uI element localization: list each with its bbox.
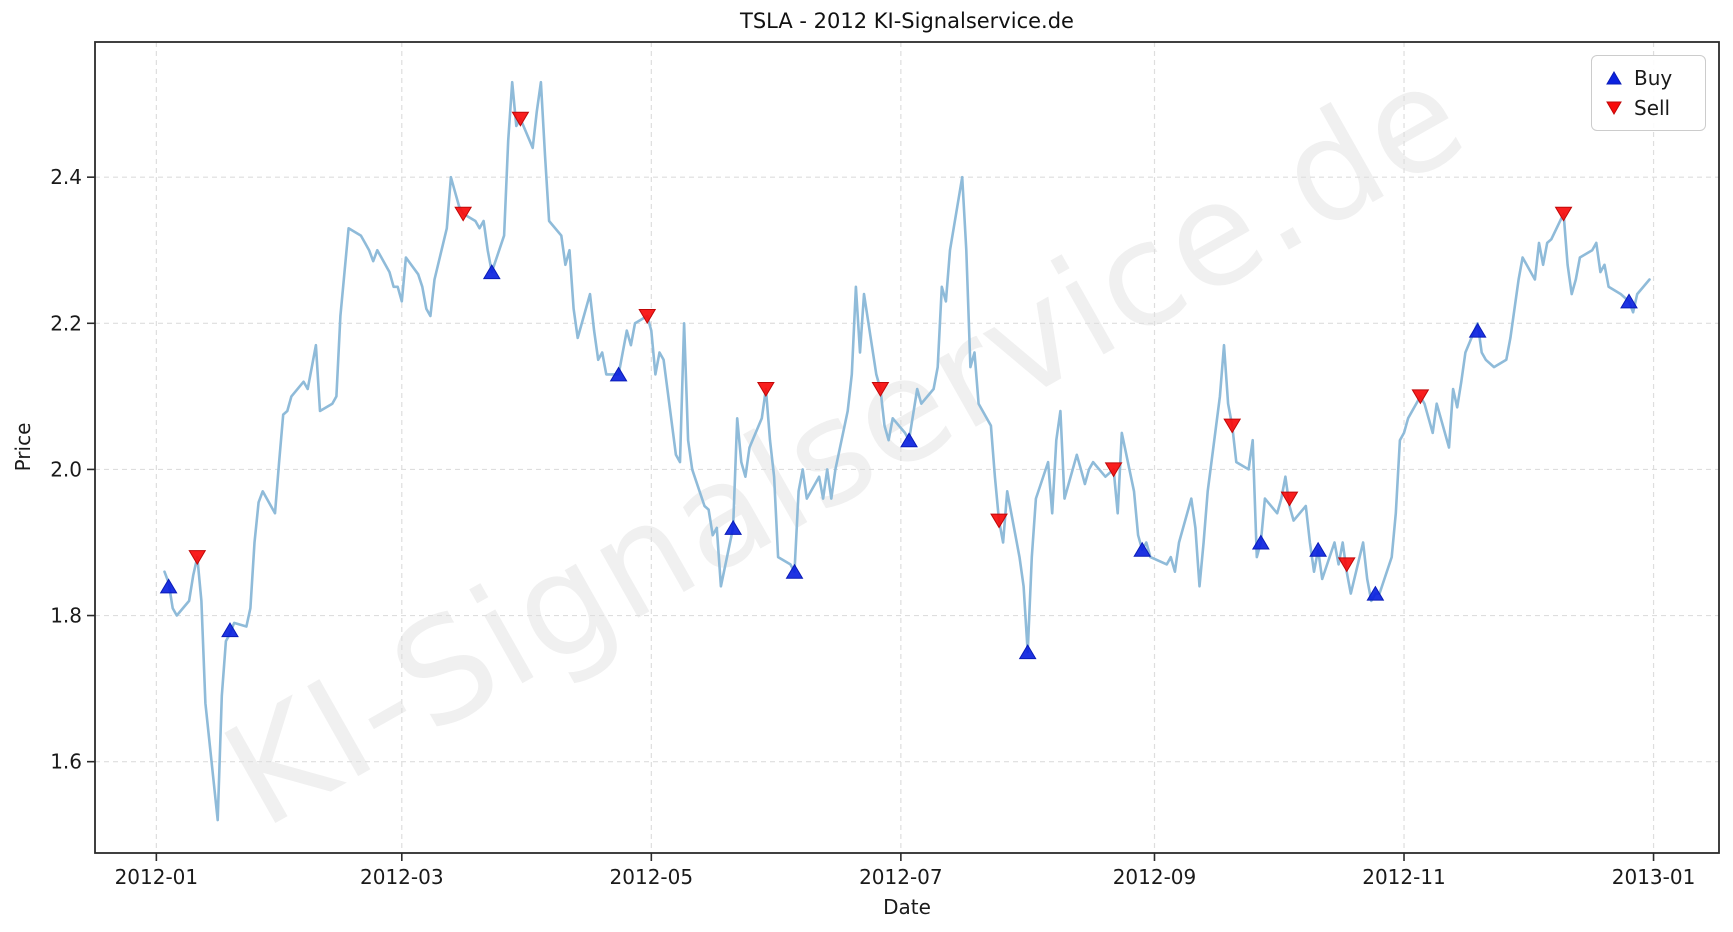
- buy-marker: [1366, 585, 1385, 601]
- y-tick-label: 2.4: [50, 165, 82, 189]
- buy-marker: [1309, 541, 1327, 557]
- y-tick-label: 1.8: [50, 604, 82, 628]
- y-axis-label: Price: [11, 422, 35, 472]
- x-tick-label: 2012-07: [859, 865, 943, 889]
- buy-marker-icon: [1606, 71, 1622, 85]
- sell-marker: [871, 382, 890, 398]
- x-tick-label: 2012-03: [360, 865, 444, 889]
- chart-title: TSLA - 2012 KI-Signalservice.de: [740, 9, 1074, 33]
- x-tick-label: 2012-11: [1362, 865, 1446, 889]
- y-tick-label: 1.6: [50, 750, 82, 774]
- x-tick-label: 2012-05: [610, 865, 694, 889]
- buy-marker: [609, 366, 628, 382]
- x-tick-label: 2013-01: [1612, 865, 1696, 889]
- x-tick-label: 2012-09: [1113, 865, 1197, 889]
- buy-marker: [1251, 534, 1270, 550]
- sell-marker: [1223, 418, 1242, 434]
- price-line: [163, 80, 1651, 822]
- buy-marker: [1468, 322, 1487, 338]
- sell-marker: [1337, 557, 1356, 573]
- sell-marker: [1554, 206, 1573, 222]
- axis-spine: [94, 41, 1720, 854]
- sell-marker: [511, 111, 530, 127]
- x-axis-label: Date: [883, 895, 931, 919]
- sell-marker: [188, 550, 207, 566]
- sell-marker-icon: [1606, 101, 1622, 115]
- sell-marker: [1280, 491, 1299, 507]
- legend-buy-label: Buy: [1634, 66, 1673, 90]
- sell-marker: [756, 382, 775, 398]
- legend-item-sell: Sell: [1592, 98, 1705, 118]
- sell-marker: [454, 206, 473, 222]
- buy-marker: [900, 432, 918, 448]
- buy-marker: [785, 563, 804, 579]
- buy-marker: [159, 578, 178, 594]
- sell-marker: [990, 513, 1008, 529]
- sell-marker: [1411, 389, 1430, 405]
- legend: Buy Sell: [1591, 55, 1706, 131]
- y-tick-label: 2.2: [50, 311, 82, 335]
- legend-sell-label: Sell: [1634, 96, 1671, 120]
- buy-marker: [1018, 644, 1037, 660]
- sell-marker: [1104, 462, 1123, 478]
- buy-marker: [482, 264, 501, 280]
- buy-marker: [221, 622, 239, 638]
- x-tick-label: 2012-01: [115, 865, 199, 889]
- y-tick-label: 2.0: [50, 457, 82, 481]
- legend-item-buy: Buy: [1592, 68, 1705, 88]
- buy-marker: [724, 519, 743, 535]
- buy-marker: [1133, 541, 1152, 557]
- buy-marker: [1620, 293, 1638, 309]
- sell-marker: [638, 308, 657, 324]
